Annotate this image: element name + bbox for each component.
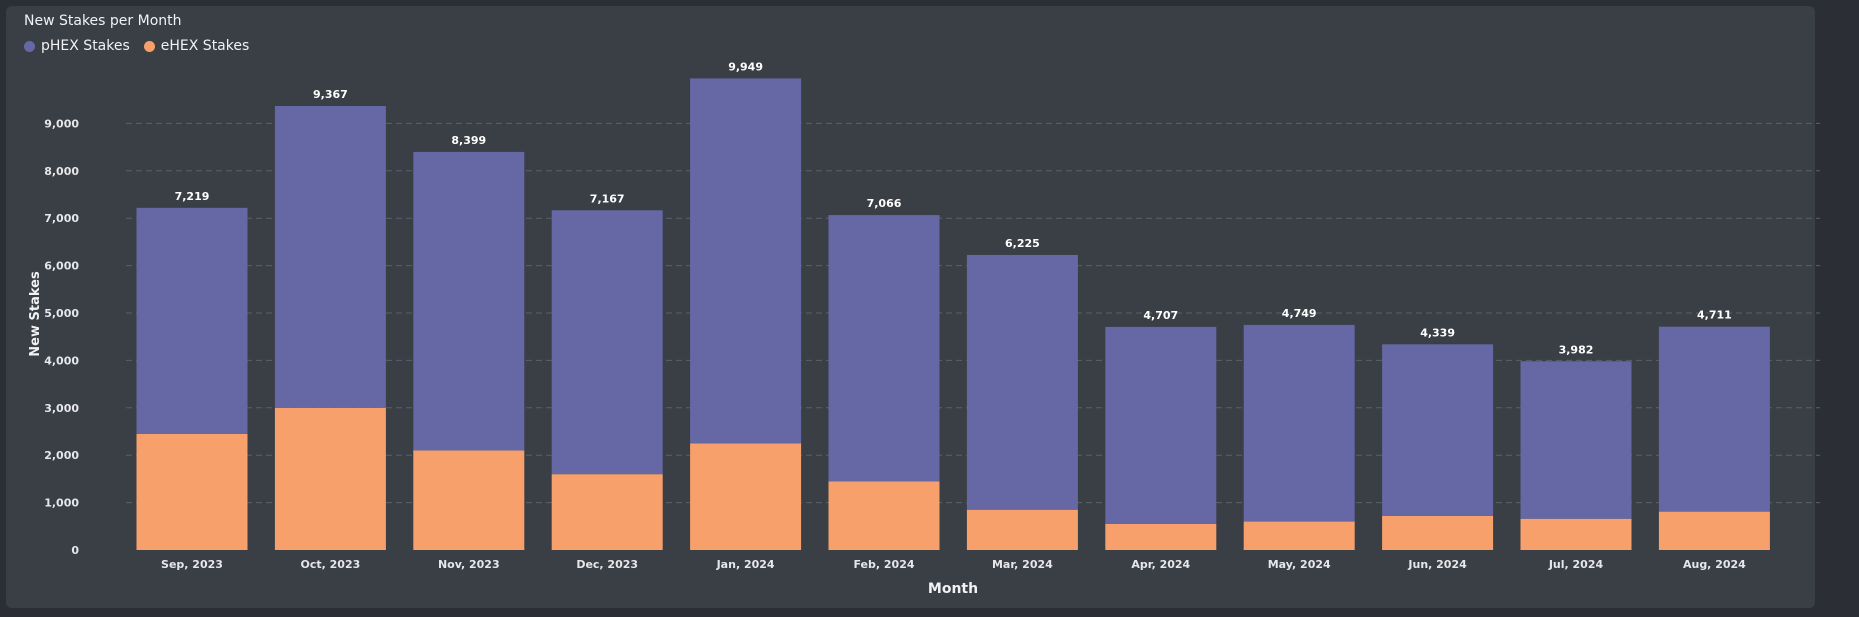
total-label: 7,219: [175, 190, 210, 203]
bar-phex: [1520, 361, 1632, 519]
y-axis-title: New Stakes: [28, 271, 43, 357]
bar-phex: [551, 210, 663, 475]
bar-phex: [690, 78, 802, 444]
y-tick-label: 7,000: [44, 212, 79, 225]
y-tick-label: 2,000: [44, 449, 79, 462]
total-label: 9,367: [313, 88, 348, 101]
total-label: 4,339: [1420, 326, 1455, 339]
bar-ehex: [1520, 518, 1632, 550]
total-label: 3,982: [1559, 343, 1594, 356]
y-tick-label: 1,000: [44, 497, 79, 510]
x-tick-label: Nov, 2023: [438, 558, 500, 571]
bar-ehex: [413, 450, 525, 550]
x-tick-label: May, 2024: [1268, 558, 1331, 571]
bar-phex: [1658, 326, 1770, 512]
bar-phex: [136, 207, 248, 434]
total-label: 9,949: [728, 60, 763, 73]
bar-ehex: [274, 407, 386, 550]
bar-phex: [413, 151, 525, 451]
bar-ehex: [828, 481, 940, 550]
bar-ehex: [1658, 511, 1770, 550]
y-tick-label: 4,000: [44, 354, 79, 367]
legend: pHEX Stakes eHEX Stakes: [24, 38, 249, 54]
x-tick-label: Feb, 2024: [853, 558, 914, 571]
bar-ehex: [690, 443, 802, 550]
bar-ehex: [1243, 521, 1355, 550]
bar-ehex: [966, 509, 1078, 550]
legend-label-phex: pHEX Stakes: [41, 38, 130, 54]
bar-ehex: [551, 474, 663, 550]
legend-label-ehex: eHEX Stakes: [160, 38, 250, 54]
bar-phex: [274, 106, 386, 408]
x-tick-label: Aug, 2024: [1683, 558, 1746, 571]
total-label: 4,711: [1697, 309, 1732, 322]
bar-phex: [1105, 326, 1217, 524]
x-tick-label: Apr, 2024: [1131, 558, 1190, 571]
bar-ehex: [1382, 515, 1494, 550]
x-tick-label: Mar, 2024: [992, 558, 1053, 571]
legend-swatch-phex: [24, 40, 35, 52]
bar-ehex: [1105, 523, 1217, 550]
bar-phex: [966, 254, 1078, 510]
legend-swatch-ehex: [143, 40, 155, 52]
total-label: 7,167: [590, 192, 625, 205]
y-tick-label: 6,000: [44, 260, 79, 273]
y-tick-label: 3,000: [44, 402, 79, 415]
x-tick-label: Jun, 2024: [1407, 558, 1467, 571]
legend-item-phex[interactable]: pHEX Stakes: [24, 38, 130, 54]
total-label: 6,225: [1005, 237, 1040, 250]
bar-phex: [1243, 324, 1355, 522]
chart-title: New Stakes per Month: [24, 13, 182, 29]
bar-phex: [1382, 344, 1494, 516]
y-tick-label: 8,000: [44, 165, 79, 178]
x-tick-label: Dec, 2023: [576, 558, 638, 571]
x-axis-title: Month: [928, 581, 978, 597]
bar-phex: [828, 215, 940, 482]
y-tick-label: 9,000: [44, 117, 79, 130]
legend-item-ehex[interactable]: eHEX Stakes: [143, 38, 250, 54]
total-label: 7,066: [867, 197, 902, 210]
total-label: 4,749: [1282, 307, 1317, 320]
bar-ehex: [136, 433, 248, 550]
x-tick-label: Oct, 2023: [301, 558, 361, 571]
total-label: 4,707: [1143, 309, 1178, 322]
x-tick-label: Jul, 2024: [1548, 558, 1604, 571]
y-tick-label: 0: [71, 544, 79, 557]
x-tick-label: Jan, 2024: [716, 558, 775, 571]
x-tick-label: Sep, 2023: [161, 558, 223, 571]
y-tick-label: 5,000: [44, 307, 79, 320]
total-label: 8,399: [451, 134, 486, 147]
